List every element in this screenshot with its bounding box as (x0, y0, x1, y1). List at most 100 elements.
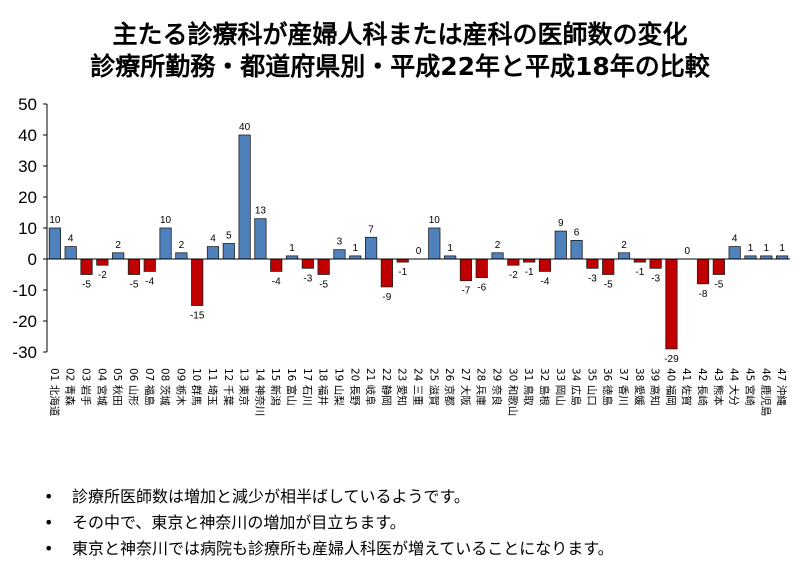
bar (492, 253, 503, 259)
category-label: 12 千葉 (222, 368, 235, 406)
bar (381, 259, 392, 287)
bar (618, 253, 629, 259)
y-tick-label: 40 (18, 126, 37, 145)
data-label: 10 (49, 215, 61, 226)
category-label: 17 石川 (301, 368, 313, 406)
data-label: 1 (447, 243, 453, 254)
bar (97, 259, 108, 265)
category-label: 05 秋田 (111, 368, 124, 406)
data-label: 1 (779, 243, 785, 254)
data-label: -9 (382, 292, 391, 303)
data-label: 7 (368, 224, 374, 235)
data-label: 5 (226, 231, 232, 242)
category-label: 01 北海道 (48, 368, 61, 417)
data-label: -3 (588, 273, 597, 284)
category-label: 11 埼玉 (206, 368, 219, 406)
category-label: 27 大阪 (459, 368, 472, 406)
category-label: 04 宮城 (95, 368, 108, 406)
data-label: -6 (477, 283, 486, 294)
bar (429, 228, 440, 259)
data-label: 6 (574, 227, 580, 238)
bar (144, 259, 155, 271)
data-label: 13 (255, 206, 267, 217)
category-label: 24 三重 (412, 368, 425, 406)
category-label: 06 山形 (127, 368, 139, 406)
data-label: 1 (748, 243, 754, 254)
bar (713, 259, 724, 275)
y-tick-label: 10 (18, 219, 37, 238)
bar (476, 259, 487, 278)
category-label: 15 新潟 (269, 368, 282, 406)
category-label: 13 東京 (238, 368, 251, 406)
data-label: 4 (732, 234, 738, 245)
data-label: -3 (651, 273, 660, 284)
bar (176, 253, 187, 259)
data-label: -2 (98, 270, 107, 281)
data-label: -1 (635, 267, 644, 278)
category-label: 08 茨城 (159, 368, 172, 406)
bar (255, 219, 266, 259)
data-label: 10 (429, 215, 441, 226)
data-label: -1 (398, 267, 407, 278)
y-tick-label: -20 (12, 312, 37, 331)
bullet-item: 診療所医師数は増加と減少が相半ばしているようです。 (38, 484, 614, 510)
data-label: 10 (160, 215, 172, 226)
category-label: 21 岐阜 (364, 368, 377, 406)
data-label: 0 (416, 246, 422, 257)
category-label: 41 佐賀 (680, 368, 693, 406)
bar (587, 259, 598, 268)
data-label: 3 (337, 237, 343, 248)
bar (49, 228, 60, 259)
y-tick-label: 0 (28, 250, 37, 269)
data-label: -29 (664, 354, 679, 365)
data-label: 2 (179, 240, 185, 251)
bar (334, 250, 345, 259)
data-label: -1 (525, 267, 534, 278)
category-label: 35 山口 (585, 368, 597, 406)
data-label: 9 (558, 218, 564, 229)
category-label: 22 静岡 (380, 368, 393, 406)
category-label: 30 和歌山 (506, 368, 519, 416)
data-label: 1 (764, 243, 770, 254)
bar (81, 259, 92, 275)
category-label: 36 徳島 (601, 368, 614, 406)
y-tick-label: -30 (12, 343, 37, 362)
data-label: 2 (115, 240, 121, 251)
category-label: 07 福島 (143, 368, 156, 406)
data-label: -5 (82, 280, 91, 291)
data-label: 0 (684, 246, 690, 257)
data-label: -8 (699, 289, 708, 300)
category-label: 32 島根 (538, 368, 551, 406)
category-label: 44 大分 (728, 368, 741, 406)
bar (207, 247, 218, 259)
data-label: -4 (541, 276, 550, 287)
category-label: 26 京都 (443, 368, 456, 406)
bar (160, 228, 171, 259)
category-label: 38 愛媛 (633, 368, 646, 406)
category-label: 33 岡山 (554, 368, 566, 406)
category-label: 18 福井 (317, 368, 330, 406)
bar (508, 259, 519, 265)
category-label: 16 富山 (285, 368, 298, 406)
category-label: 28 兵庫 (475, 368, 488, 406)
category-label: 10 群馬 (190, 368, 203, 406)
bullet-item: その中で、東京と神奈川の増加が目立ちます。 (38, 510, 614, 536)
category-label: 02 青森 (64, 368, 77, 406)
category-label: 19 山梨 (332, 368, 345, 406)
bullet-item: 東京と神奈川では病院も診療所も産婦人科医が増えていることになります。 (38, 536, 614, 562)
bar (239, 135, 250, 259)
category-label: 46 鹿児島 (759, 368, 772, 416)
data-label: -5 (129, 280, 138, 291)
bullet-list: 診療所医師数は増加と減少が相半ばしているようです。 その中で、東京と神奈川の増加… (38, 484, 614, 562)
data-label: -15 (190, 311, 205, 322)
y-tick-label: 20 (18, 188, 37, 207)
category-label: 43 熊本 (712, 368, 725, 406)
data-label: -7 (461, 286, 470, 297)
category-label: 47 沖縄 (775, 368, 788, 406)
bar (191, 259, 202, 306)
category-label: 20 長野 (348, 368, 360, 406)
data-label: 2 (621, 240, 627, 251)
bar (539, 259, 550, 271)
category-label: 09 栃木 (174, 368, 187, 406)
data-label: 2 (495, 240, 501, 251)
